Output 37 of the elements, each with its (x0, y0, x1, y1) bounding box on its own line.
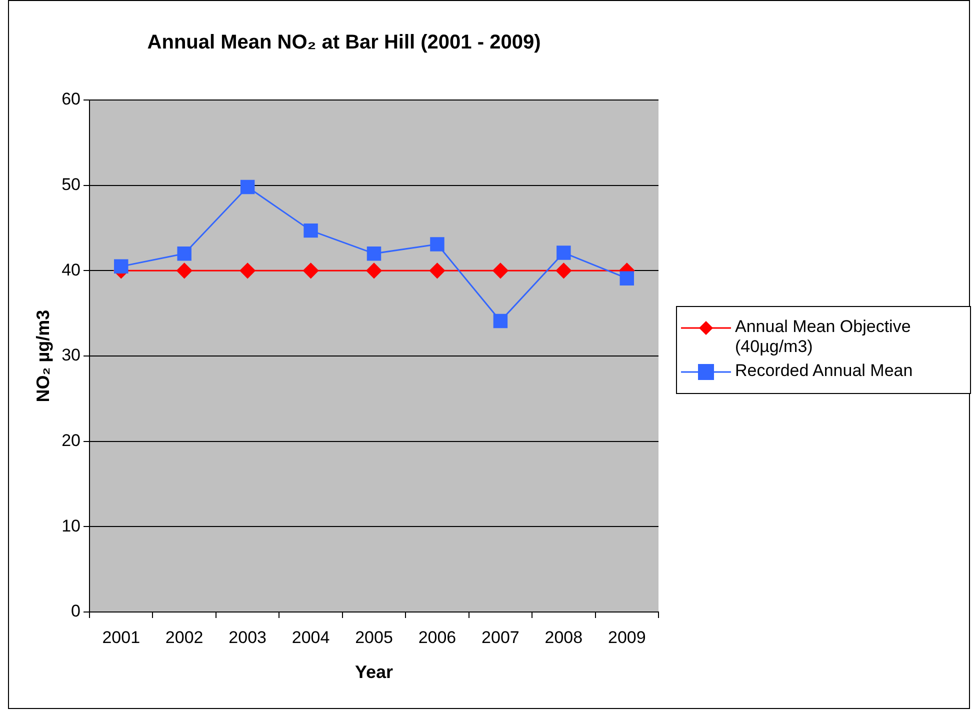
x-axis-title: Year (354, 662, 394, 682)
legend-label: Recorded Annual Mean (735, 361, 913, 381)
point (556, 262, 572, 278)
point (430, 237, 444, 252)
point (556, 246, 571, 260)
point (366, 246, 382, 261)
point (240, 262, 256, 278)
point (620, 271, 634, 286)
point (366, 262, 382, 278)
chart-title: Annual Mean NO₂ at Bar Hill (2001 - 2009) (147, 32, 541, 54)
y-tick-label: 50 (62, 175, 81, 194)
x-tick-label: 2001 (102, 628, 140, 647)
y-tick-label: 20 (62, 431, 81, 450)
point (177, 246, 192, 261)
point (114, 259, 128, 274)
legend-label: Annual Mean Objective (40µg/m3) (735, 317, 912, 357)
y-tick-label: 10 (62, 516, 81, 536)
point (303, 262, 319, 278)
point (493, 314, 508, 328)
x-tick-label: 2008 (544, 628, 583, 647)
point (176, 262, 192, 278)
y-tick-label: 30 (62, 346, 81, 365)
point (429, 262, 445, 278)
y-tick-label: 40 (62, 260, 81, 280)
point (240, 180, 255, 194)
x-tick-label: 2006 (418, 628, 456, 647)
x-tick-label: 2005 (355, 628, 393, 647)
x-tick-label: 2002 (165, 628, 204, 647)
x-tick-label: 2003 (228, 628, 266, 647)
y-tick-label: 0 (71, 602, 81, 621)
y-tick-label: 60 (62, 90, 81, 109)
point (492, 262, 508, 278)
x-tick-label: 2009 (608, 628, 646, 647)
x-tick-label: 2004 (292, 628, 330, 647)
x-tick-label: 2007 (482, 628, 520, 647)
y-axis-title: NO₂ µg/m3 (32, 310, 53, 402)
point (304, 223, 318, 238)
